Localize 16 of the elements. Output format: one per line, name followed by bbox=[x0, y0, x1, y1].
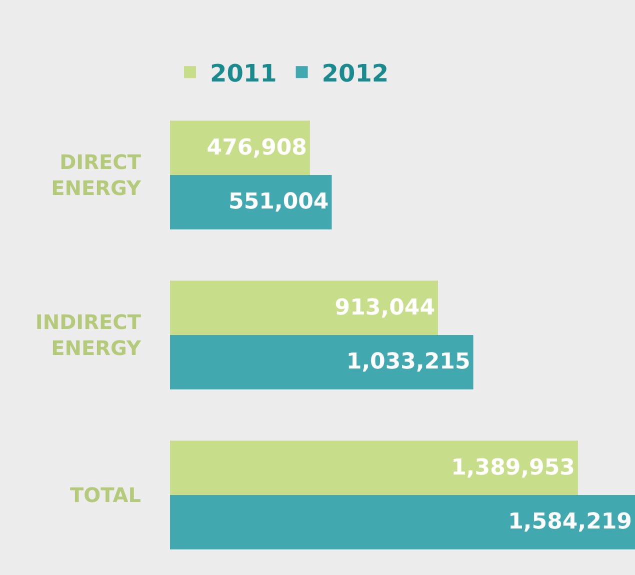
bar bbox=[170, 440, 578, 495]
y-tick-label: INDIRECT ENERGY bbox=[35, 310, 142, 360]
legend-label: 2012 bbox=[322, 59, 389, 88]
bar bbox=[170, 335, 474, 390]
data-label: 476,908 bbox=[206, 135, 307, 160]
bar bbox=[170, 175, 332, 230]
data-label: 1,389,953 bbox=[451, 455, 575, 480]
data-label: 1,584,219 bbox=[508, 510, 632, 535]
legend-label: 2011 bbox=[210, 59, 277, 88]
y-tick-label: TOTAL bbox=[70, 483, 142, 507]
data-label: 551,004 bbox=[228, 190, 329, 215]
data-label: 1,033,215 bbox=[346, 350, 470, 375]
bar bbox=[170, 495, 635, 550]
y-tick-label: DIRECT ENERGY bbox=[51, 150, 142, 200]
bar bbox=[170, 280, 438, 335]
data-label: 913,044 bbox=[334, 295, 435, 320]
